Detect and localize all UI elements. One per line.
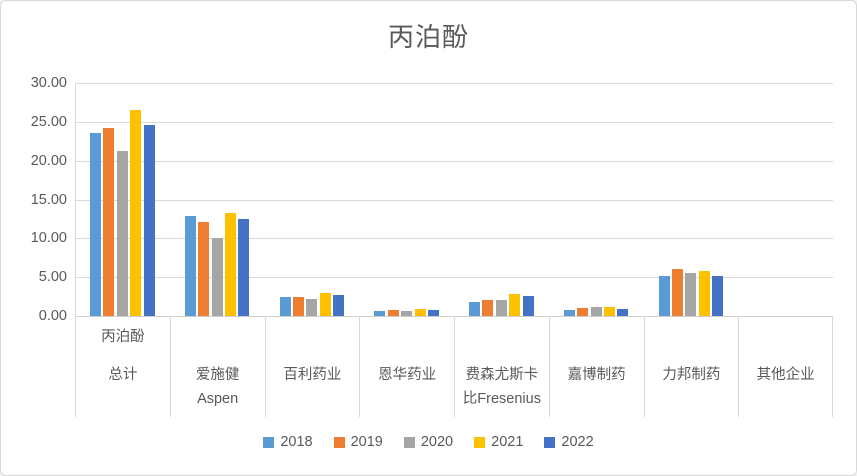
y-tick-label: 15.00 (30, 191, 67, 208)
legend-marker-icon (403, 436, 415, 448)
y-tick-label: 5.00 (38, 269, 67, 286)
legend-label: 2020 (420, 434, 454, 450)
legend-marker-icon (544, 436, 556, 448)
bar-2018-2[interactable] (279, 297, 291, 316)
category-label-line: 爱施健 (195, 367, 240, 383)
legend-label: 2021 (491, 434, 524, 450)
category-label-line: 总计 (108, 367, 138, 383)
legend-marker-icon (263, 436, 275, 448)
legend-item-2019[interactable]: 2019 (333, 434, 383, 450)
chart-title: 丙泊酚 (387, 22, 469, 52)
category-label-cell: 费森尤斯卡比Fresenius (454, 316, 549, 417)
bar-2022-0[interactable] (143, 124, 155, 316)
bar-2021-2[interactable] (319, 293, 331, 316)
category-label-cell: 爱施健 Aspen (169, 316, 265, 417)
category-label-line: 力邦制药 (662, 367, 721, 383)
bar-2019-5[interactable] (577, 308, 589, 316)
bar-2018-6[interactable] (658, 275, 670, 316)
category-label-line: 嘉博制药 (567, 367, 626, 383)
bar-2019-6[interactable] (671, 269, 683, 316)
gridline (75, 238, 833, 240)
y-axis-line (75, 83, 76, 316)
bar-2021-3[interactable] (414, 309, 426, 316)
gridline (75, 160, 833, 162)
bar-2018-1[interactable] (184, 215, 196, 316)
bar-2022-6[interactable] (712, 276, 724, 316)
gridline (75, 121, 833, 123)
y-tick-label: 30.00 (30, 75, 67, 91)
bar-2018-4[interactable] (469, 302, 481, 316)
bar-2020-1[interactable] (211, 237, 223, 316)
bar-2019-0[interactable] (103, 128, 115, 316)
category-label-line: 丙泊酚 (101, 329, 145, 345)
gridline (75, 199, 833, 201)
y-tick-label: 0.00 (38, 308, 67, 324)
bar-2019-3[interactable] (387, 309, 399, 316)
bar-2018-0[interactable] (90, 132, 102, 316)
legend-label: 2018 (280, 434, 313, 450)
bar-2021-0[interactable] (130, 110, 142, 316)
bar-2020-3[interactable] (401, 310, 413, 316)
bar-2020-4[interactable] (495, 299, 507, 316)
bar-2020-2[interactable] (306, 298, 318, 316)
bar-2021-5[interactable] (604, 306, 616, 316)
legend-item-2020[interactable]: 2020 (403, 434, 454, 450)
category-label-line: 百利药业 (283, 367, 342, 383)
plot-area (75, 83, 833, 316)
y-tick-label: 10.00 (30, 230, 67, 247)
category-label-line: 比Fresenius (462, 391, 541, 407)
bar-2019-2[interactable] (292, 296, 304, 316)
category-label-cell: 百利药业 (264, 316, 360, 417)
bar-2020-5[interactable] (590, 306, 602, 316)
legend-item-2018[interactable]: 2018 (263, 434, 313, 450)
bar-2022-3[interactable] (427, 309, 439, 316)
legend-label: 2022 (561, 434, 594, 450)
legend-item-2022[interactable]: 2022 (544, 434, 594, 450)
bar-2022-2[interactable] (333, 295, 345, 316)
bar-2022-1[interactable] (238, 218, 250, 316)
bar-2019-4[interactable] (482, 300, 494, 316)
bar-2021-6[interactable] (698, 270, 710, 316)
legend-item-2021[interactable]: 2021 (474, 434, 523, 450)
category-label-cell: 丙泊酚 总计 (75, 316, 170, 417)
legend-marker-icon (333, 436, 345, 448)
bar-2020-6[interactable] (685, 273, 697, 316)
category-label-cell: 力邦制药 (643, 316, 739, 417)
category-label-line: 费森尤斯卡 (465, 367, 539, 383)
legend: 2018 2019 2020 2021 2022 (1, 434, 856, 450)
bar-2018-3[interactable] (374, 311, 386, 316)
gridline (75, 83, 833, 84)
bar-2019-1[interactable] (198, 222, 210, 316)
category-label-cell: 嘉博制药 (548, 316, 644, 417)
category-label-cell: 恩华药业 (359, 316, 454, 417)
bar-2022-4[interactable] (522, 295, 534, 316)
category-label-line: 其他企业 (756, 367, 815, 383)
legend-marker-icon (474, 436, 486, 448)
bar-2018-5[interactable] (563, 309, 575, 316)
gridline (75, 277, 833, 279)
bar-2021-1[interactable] (225, 212, 237, 316)
category-label-line: Aspen (197, 391, 239, 407)
bar-2022-5[interactable] (617, 309, 629, 316)
bar-2021-4[interactable] (509, 294, 521, 316)
category-label-line: 恩华药业 (378, 367, 437, 383)
bar-2020-0[interactable] (116, 150, 128, 316)
category-label-cell: 其他企业 (738, 316, 833, 417)
y-tick-label: 20.00 (30, 152, 67, 169)
legend-label: 2019 (350, 434, 383, 450)
y-tick-label: 25.00 (30, 113, 67, 130)
